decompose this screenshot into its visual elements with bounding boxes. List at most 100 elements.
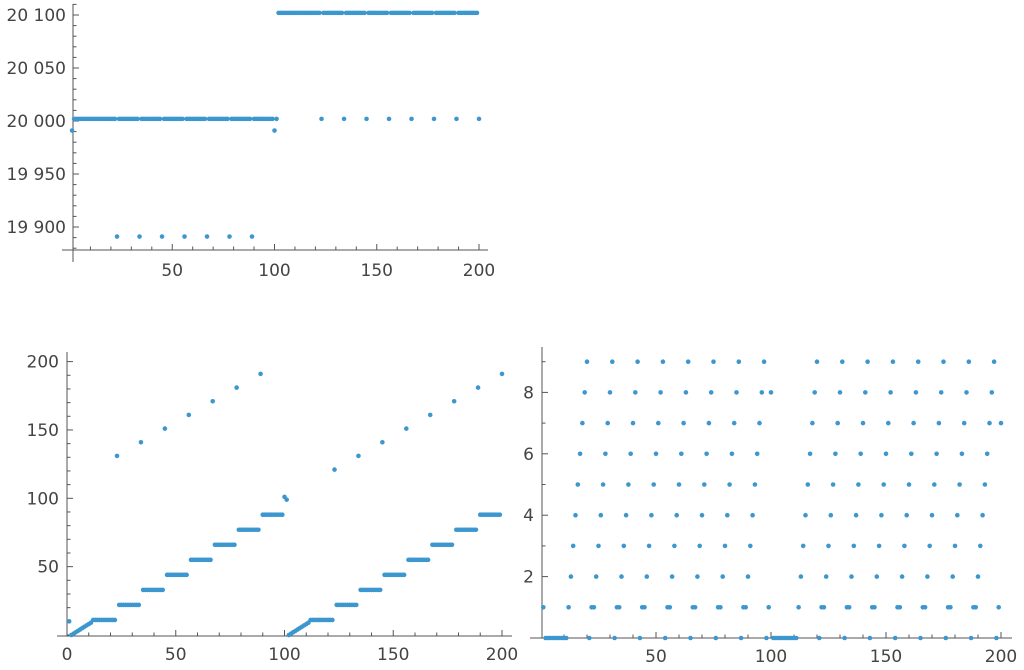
y-tick-label: 4 — [523, 506, 534, 526]
y-tick-label: 19 950 — [7, 165, 66, 185]
data-point — [660, 359, 666, 365]
data-point — [833, 451, 838, 457]
data-point — [725, 512, 730, 518]
data-point — [860, 420, 866, 426]
data-point — [886, 420, 891, 426]
data-point — [330, 617, 335, 623]
y-tick-label: 8 — [523, 383, 534, 403]
data-point — [667, 605, 673, 610]
data-point — [427, 412, 433, 418]
data-point — [497, 512, 503, 518]
data-point — [600, 482, 606, 487]
data-point — [805, 482, 811, 487]
data-point — [879, 512, 884, 518]
data-point — [955, 512, 960, 518]
data-point — [932, 482, 937, 487]
data-point — [380, 439, 385, 445]
data-point — [996, 605, 1001, 610]
data-point — [729, 451, 735, 457]
data-point — [699, 512, 705, 518]
data-point — [568, 574, 574, 579]
data-point — [644, 574, 650, 579]
y-tick-label: 100 — [27, 489, 59, 509]
data-point — [137, 234, 142, 239]
scatter-plot-bottom-right: 50 100 150 200 2 4 6 8 — [523, 347, 1017, 667]
data-point — [584, 359, 590, 365]
data-point — [688, 635, 693, 641]
data-point — [814, 359, 820, 365]
data-point — [339, 10, 345, 16]
data-point — [706, 420, 712, 426]
data-point — [713, 635, 719, 641]
y-tick-label: 2 — [523, 568, 534, 588]
data-point — [876, 543, 882, 549]
data-point — [683, 390, 689, 395]
data-point — [577, 451, 583, 457]
data-point — [474, 10, 480, 16]
data-point — [280, 512, 285, 518]
data-point — [823, 574, 829, 579]
data-point — [112, 116, 118, 122]
data-point — [750, 512, 755, 518]
data-point — [702, 482, 707, 487]
data-point — [748, 543, 753, 549]
data-point — [692, 605, 698, 610]
data-point — [587, 635, 592, 641]
data-point — [499, 371, 505, 377]
data-point — [800, 543, 806, 549]
data-point — [881, 482, 886, 487]
data-point — [582, 390, 587, 395]
y-tick-label: 50 — [37, 558, 59, 578]
scatter-plot-top: 50 100 150 200 19 900 19 950 20 000 20 050 20 10… — [7, 3, 495, 281]
data-point — [605, 420, 610, 426]
data-point — [232, 542, 237, 548]
data-point — [272, 128, 277, 133]
data-point — [718, 605, 723, 610]
data-point — [883, 451, 889, 457]
data-point — [984, 451, 990, 457]
x-tick-label: 100 — [755, 647, 787, 667]
data-point — [114, 234, 120, 239]
data-point — [904, 512, 909, 518]
data-point — [451, 398, 457, 404]
data-point — [853, 512, 859, 518]
data-point — [754, 451, 760, 457]
data-point — [180, 116, 185, 122]
x-tick-label: 200 — [463, 261, 495, 281]
data-point — [941, 359, 946, 365]
data-point — [925, 574, 930, 579]
data-point — [247, 116, 253, 122]
data-point — [649, 512, 654, 518]
data-point — [162, 426, 168, 431]
data-point — [840, 359, 845, 365]
data-point — [745, 574, 751, 579]
data-point — [685, 359, 691, 365]
data-point — [136, 602, 142, 608]
data-point — [66, 619, 72, 624]
data-point — [989, 390, 995, 395]
data-point — [697, 543, 702, 549]
data-point — [798, 574, 804, 579]
data-point — [476, 116, 482, 122]
data-point — [651, 482, 656, 487]
data-point — [637, 635, 643, 641]
data-point — [319, 116, 324, 122]
data-point — [182, 234, 187, 239]
data-point — [656, 420, 661, 426]
data-point — [452, 10, 457, 16]
data-point — [922, 605, 928, 610]
data-point — [184, 572, 189, 578]
data-point — [768, 390, 774, 395]
data-point — [950, 574, 955, 579]
y-tick-label: 150 — [27, 421, 59, 441]
data-point — [473, 527, 479, 533]
x-tick-label: 50 — [161, 261, 183, 281]
data-point — [828, 512, 834, 518]
x-tick-label: 50 — [645, 647, 667, 667]
data-point — [994, 635, 999, 641]
data-point — [830, 482, 836, 487]
data-point — [619, 574, 624, 579]
data-point — [676, 482, 682, 487]
y-tick-label: 20 100 — [7, 6, 66, 26]
data-point — [948, 605, 953, 610]
